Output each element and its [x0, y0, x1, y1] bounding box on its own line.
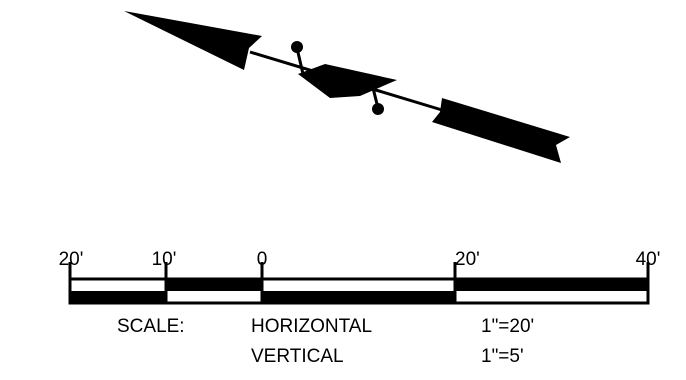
scale-tick-label: 20' — [455, 249, 480, 270]
scale-horizontal-ratio: 1"=20' — [481, 316, 534, 337]
north-arrow-tail — [432, 98, 570, 163]
scale-tick-label: 40' — [636, 249, 661, 270]
scale-horizontal-label: HORIZONTAL — [251, 316, 372, 337]
north-arrow-knob-upper — [291, 41, 303, 53]
scale-bar: 20' 10' 0 20' 40' SCALE: HORIZONTAL 1"=2… — [59, 249, 661, 367]
scale-tick-label: 10' — [152, 249, 177, 270]
scale-seg-top-20-40 — [455, 280, 647, 291]
north-arrow-icon — [124, 11, 570, 163]
scale-seg-bottom-0-20 — [262, 291, 455, 302]
scale-tick-label: 20' — [59, 249, 84, 270]
scale-vertical-ratio: 1"=5' — [481, 346, 524, 367]
scale-seg-top-10-0 — [166, 280, 262, 291]
scale-seg-bottom-20-10 — [71, 291, 166, 302]
scale-vertical-label: VERTICAL — [251, 346, 344, 367]
scale-caption: SCALE: — [117, 316, 185, 337]
scale-tick-label: 0 — [257, 249, 268, 270]
north-arrow-knob-lower — [372, 103, 384, 115]
north-arrow-head — [124, 11, 262, 70]
